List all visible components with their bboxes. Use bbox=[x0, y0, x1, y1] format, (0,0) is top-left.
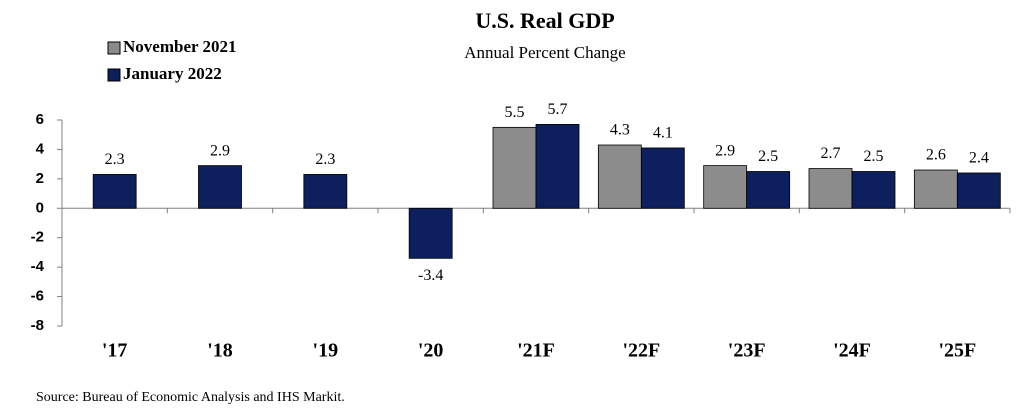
legend-label: January 2022 bbox=[123, 64, 222, 83]
data-label: 2.4 bbox=[969, 150, 989, 167]
data-label: 4.3 bbox=[610, 122, 630, 139]
y-tick-label: 2 bbox=[36, 170, 44, 187]
data-label: 5.7 bbox=[548, 101, 568, 118]
bar bbox=[492, 126, 537, 209]
y-tick-label: -2 bbox=[31, 229, 44, 246]
bar bbox=[703, 165, 748, 209]
chart-subtitle: Annual Percent Change bbox=[464, 43, 625, 62]
data-label: 4.1 bbox=[653, 125, 673, 142]
legend-swatch bbox=[107, 68, 121, 82]
bar bbox=[535, 124, 580, 209]
x-tick-label: '21F bbox=[517, 340, 555, 362]
data-label: 2.3 bbox=[105, 151, 125, 168]
x-tick-label: '22F bbox=[622, 340, 660, 362]
y-tick-label: 0 bbox=[36, 199, 44, 216]
bar bbox=[597, 144, 642, 209]
x-tick-label: '19 bbox=[313, 340, 339, 362]
data-label: 2.9 bbox=[715, 142, 735, 159]
data-label: 2.9 bbox=[210, 142, 230, 159]
bar bbox=[408, 207, 453, 259]
x-tick-label: '24F bbox=[833, 340, 871, 362]
bar bbox=[198, 165, 242, 209]
bar bbox=[956, 172, 1001, 209]
chart-title: U.S. Real GDP bbox=[475, 8, 614, 33]
y-tick-label: -6 bbox=[31, 288, 44, 305]
x-tick-label: '23F bbox=[728, 340, 766, 362]
bar bbox=[851, 171, 896, 209]
data-label: 2.5 bbox=[758, 148, 778, 165]
data-label: -3.4 bbox=[418, 267, 443, 284]
bar bbox=[808, 168, 853, 209]
x-tick-label: '25F bbox=[938, 340, 976, 362]
data-label: 2.7 bbox=[821, 145, 841, 162]
y-tick-label: -4 bbox=[31, 258, 45, 275]
bar bbox=[746, 171, 791, 209]
data-label: 5.5 bbox=[505, 104, 525, 121]
bar bbox=[92, 174, 137, 209]
data-label: 2.3 bbox=[315, 151, 335, 168]
x-tick-label: '18 bbox=[207, 340, 233, 362]
legend-label: November 2021 bbox=[123, 37, 236, 56]
x-tick-label: '20 bbox=[418, 340, 444, 362]
y-tick-label: 4 bbox=[36, 140, 45, 157]
legend-swatch bbox=[107, 41, 121, 55]
source-note: Source: Bureau of Economic Analysis and … bbox=[36, 390, 345, 405]
x-tick-label: '17 bbox=[102, 340, 128, 362]
y-tick-label: 6 bbox=[36, 111, 44, 128]
bar bbox=[640, 147, 685, 209]
bar bbox=[913, 169, 958, 209]
data-label: 2.6 bbox=[926, 147, 946, 164]
data-label: 2.5 bbox=[864, 148, 884, 165]
bar bbox=[303, 174, 348, 209]
y-tick-label: -8 bbox=[31, 317, 44, 334]
